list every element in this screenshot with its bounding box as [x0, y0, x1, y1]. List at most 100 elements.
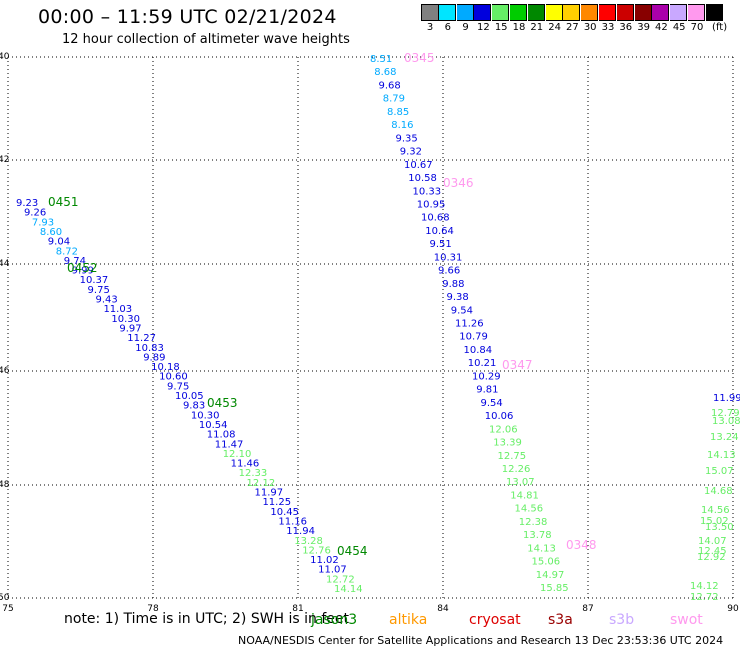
satellite-legend-item: swot	[670, 612, 703, 628]
satellite-legend-item: s3b	[609, 612, 635, 628]
scale-label: 21	[530, 22, 544, 33]
wave-height-value: 10.64	[425, 226, 454, 237]
wave-height-value: 11.27	[127, 333, 156, 344]
wave-height-value: 12.06	[489, 424, 518, 435]
wave-height-value: 13.39	[493, 438, 522, 449]
wave-height-value: 12.72	[326, 574, 355, 585]
wave-height-value: 9.75	[88, 285, 110, 296]
scale-label: 33	[601, 22, 615, 33]
wave-height-value: 9.26	[24, 208, 46, 219]
scale-label: 12	[477, 22, 490, 33]
scale-swatch	[545, 4, 563, 21]
wave-height-value: 10.33	[413, 186, 442, 197]
pass-time-label: 0452	[67, 261, 98, 275]
scale-label: 45	[672, 22, 686, 33]
scale-label: 6	[444, 22, 451, 33]
scale-swatch	[456, 4, 474, 21]
scale-label: 24	[548, 22, 561, 33]
pass-time-label: 0348	[566, 538, 597, 552]
page-subtitle: 12 hour collection of altimeter wave hei…	[62, 32, 350, 47]
longitude-label: 90	[727, 604, 739, 614]
page-title: 00:00 – 11:59 UTC 02/21/2024	[38, 6, 337, 28]
scale-label: 3	[426, 22, 434, 33]
wave-height-value: 12.26	[502, 464, 531, 475]
wave-height-value: 15.06	[532, 557, 561, 568]
longitude-label: 81	[292, 604, 304, 614]
latitude-label: 48	[0, 480, 10, 490]
wave-height-value: 13.50	[705, 522, 734, 533]
wave-height-value: 10.29	[472, 371, 501, 382]
longitude-label: 87	[582, 604, 594, 614]
wave-height-value: 9.04	[48, 237, 70, 248]
pass-time-label: 0454	[337, 544, 368, 558]
wave-height-value: 11.99	[713, 393, 740, 404]
scale-label: 70	[690, 22, 704, 33]
wave-height-value: 11.94	[286, 526, 315, 537]
wave-height-value: 9.54	[481, 398, 503, 409]
wave-height-value: 9.68	[379, 80, 401, 91]
wave-height-value: 13.07	[506, 477, 535, 488]
wave-height-value: 9.23	[16, 198, 38, 209]
scale-swatch	[563, 4, 581, 21]
wave-height-value: 12.38	[519, 517, 548, 528]
wave-height-value: 10.58	[408, 173, 437, 184]
wave-height-value: 10.54	[199, 420, 228, 431]
wave-height-value: 10.05	[175, 391, 204, 402]
wave-height-value: 11.16	[278, 516, 307, 527]
wave-height-value: 10.21	[468, 358, 497, 369]
scale-swatch	[616, 4, 634, 21]
longitude-label: 84	[437, 604, 449, 614]
wave-height-value: 10.37	[80, 275, 109, 286]
wave-height-value: 10.95	[417, 199, 446, 210]
wave-height-value: 11.08	[207, 430, 236, 441]
scale-swatch	[438, 4, 456, 21]
scale-swatch	[474, 4, 492, 21]
scale-label: 15	[494, 22, 508, 33]
wave-height-value: 8.79	[383, 94, 405, 105]
wave-height-value: 9.66	[438, 266, 460, 277]
wave-height-value: 10.79	[459, 332, 488, 343]
credit-line: NOAA/NESDIS Center for Satellite Applica…	[238, 634, 724, 647]
scale-swatch	[510, 4, 527, 21]
pass-time-label: 0453	[207, 396, 238, 410]
wave-height-value: 15.85	[540, 583, 569, 594]
latitude-label: 44	[0, 259, 10, 269]
wave-height-value: 9.97	[119, 323, 141, 334]
wave-height-value: 8.51	[370, 54, 392, 65]
wave-height-value: 9.38	[447, 292, 469, 303]
pass-time-label: 0345	[404, 51, 435, 65]
wave-height-value: 11.07	[318, 565, 347, 576]
latitude-label: 50	[0, 593, 10, 603]
wave-height-value: 14.14	[334, 584, 363, 595]
satellite-legend-item: cryosat	[469, 612, 521, 628]
scale-label: 18	[512, 22, 526, 33]
wave-height-value: 14.07	[698, 536, 727, 547]
scale-swatch	[581, 4, 599, 21]
wave-height-value: 12.75	[498, 451, 527, 462]
wave-height-value: 9.54	[451, 305, 473, 316]
pass-time-label: 0451	[48, 195, 79, 209]
wave-height-value: 12.10	[223, 449, 252, 460]
scale-swatch	[492, 4, 510, 21]
wave-height-value: 9.51	[430, 239, 452, 250]
wave-height-value: 8.60	[40, 227, 62, 238]
wave-height-value: 14.81	[510, 490, 539, 501]
wave-height-value: 12.33	[239, 468, 268, 479]
wave-height-value: 14.13	[707, 450, 736, 461]
scale-unit: (ft)	[712, 22, 728, 33]
scale-label: 9	[462, 22, 469, 33]
scale-swatch	[688, 4, 705, 21]
wave-height-value: 7.93	[32, 217, 54, 228]
wave-height-value: 9.43	[96, 295, 118, 306]
wave-height-value: 10.30	[111, 314, 140, 325]
scale-label: 39	[637, 22, 650, 33]
wave-height-value: 9.83	[183, 401, 205, 412]
longitude-label: 78	[147, 604, 159, 614]
scale-label: 42	[655, 22, 668, 33]
latitude-label: 42	[0, 155, 10, 165]
scale-swatch	[599, 4, 616, 21]
wave-height-value: 11.03	[103, 304, 132, 315]
wave-height-value: 10.18	[151, 362, 180, 373]
wave-height-value: 8.85	[387, 107, 409, 118]
